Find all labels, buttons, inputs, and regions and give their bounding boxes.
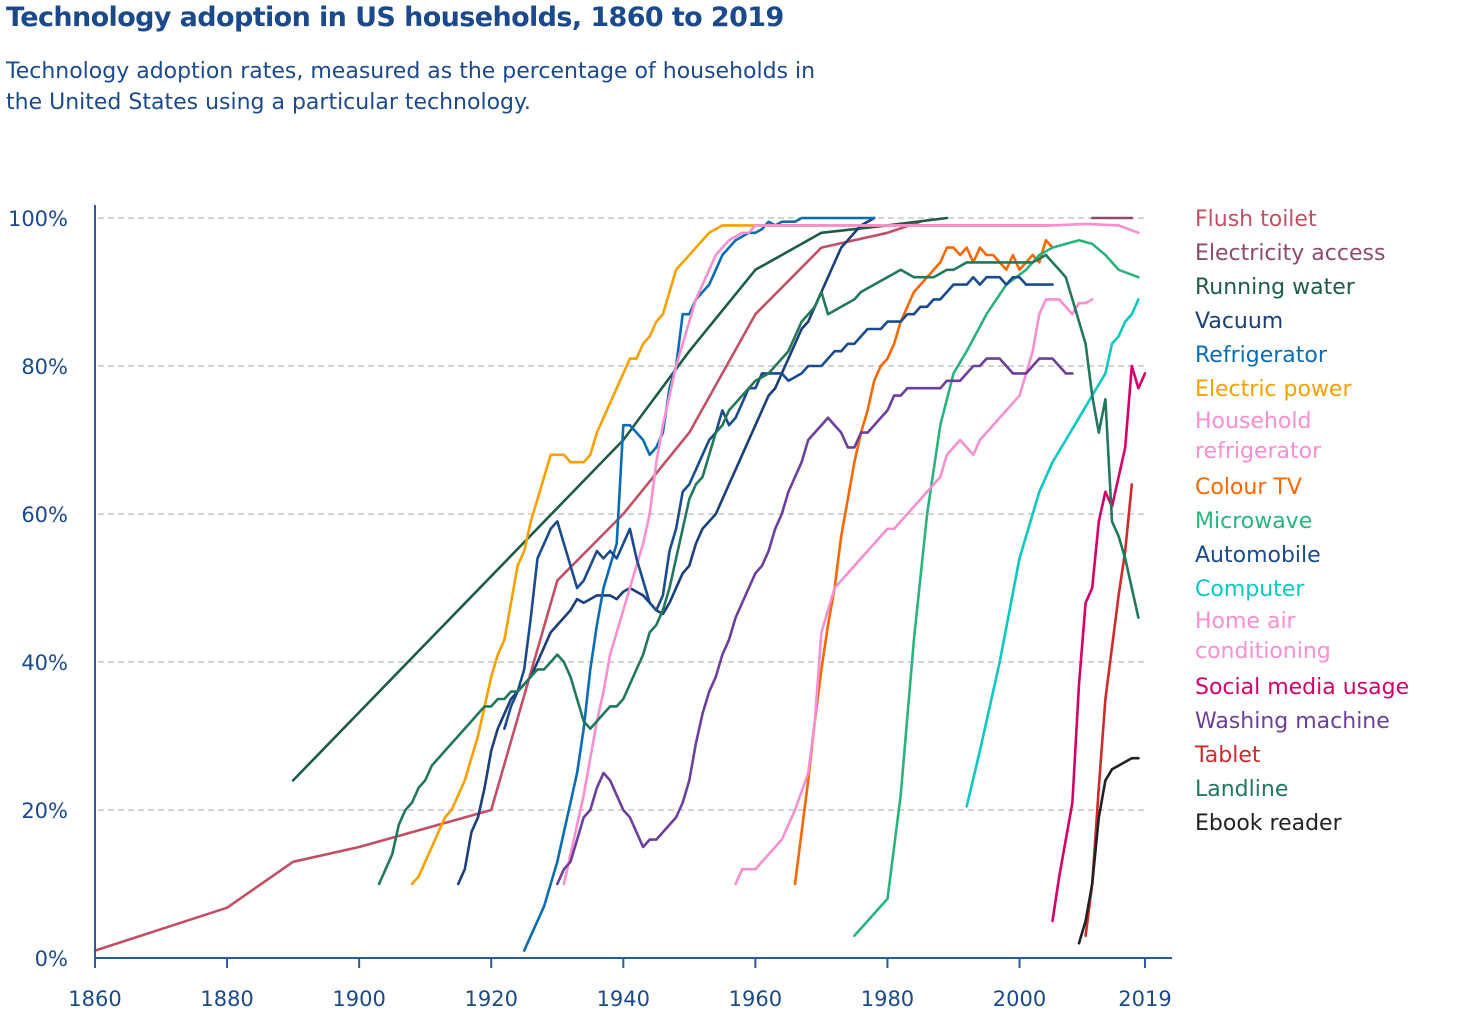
- legend-item-flush-toilet: Flush toilet: [1195, 207, 1317, 232]
- legend-item-landline: Landline: [1195, 777, 1289, 802]
- legend-item-vacuum: Vacuum: [1195, 309, 1284, 334]
- x-tick-label: 1960: [729, 987, 782, 1011]
- legend-item-ebook-reader: Ebook reader: [1195, 811, 1342, 836]
- series-home-air-conditioning: [734, 298, 1094, 886]
- legend-item-microwave: Microwave: [1195, 509, 1313, 534]
- legend: Flush toilet Electricity access Running …: [1195, 203, 1461, 841]
- legend-item-washing-machine: Washing machine: [1195, 709, 1390, 734]
- chart-title: Technology adoption in US households, 18…: [6, 2, 784, 33]
- series-electric-power: [410, 224, 1054, 886]
- legend-item-computer: Computer: [1195, 577, 1305, 602]
- series-automobile: [503, 275, 1054, 730]
- legend-item-tablet: Tablet: [1195, 743, 1261, 768]
- x-axis: 1860 1880 1900 1920 1940 1960 1980 2000 2019: [68, 957, 1172, 1011]
- x-tick-label: 1980: [861, 987, 914, 1011]
- series-microwave: [853, 238, 1140, 938]
- series-landline: [377, 253, 1140, 886]
- legend-item-social-media-usage: Social media usage: [1195, 675, 1410, 700]
- x-tick-label: 1940: [597, 987, 650, 1011]
- legend-item-electricity-access: Electricity access: [1195, 241, 1386, 266]
- series-lines: [93, 216, 1147, 952]
- x-tick-label: 2019: [1118, 987, 1171, 1011]
- legend-item-household-refrigerator: Household refrigerator: [1195, 409, 1322, 464]
- y-tick-label: 20%: [21, 799, 68, 823]
- y-tick-label: 60%: [21, 503, 68, 527]
- y-tick-label: 0%: [35, 947, 68, 971]
- legend-item-home-air-conditioning: Home air conditioning: [1195, 609, 1331, 664]
- x-tick-label: 1900: [332, 987, 385, 1011]
- series-computer: [965, 298, 1140, 808]
- series-colour-tv: [793, 238, 1054, 886]
- legend-item-colour-tv: Colour TV: [1195, 475, 1302, 500]
- legend-item-running-water: Running water: [1195, 275, 1355, 300]
- y-tick-label: 80%: [21, 355, 68, 379]
- legend-item-refrigerator: Refrigerator: [1195, 343, 1327, 368]
- x-tick-label: 1880: [200, 987, 253, 1011]
- series-household-refrigerator: [562, 222, 1140, 886]
- y-tick-label: 40%: [21, 651, 68, 675]
- series-washing-machine: [555, 357, 1074, 886]
- x-tick-label: 1920: [464, 987, 517, 1011]
- x-tick-label: 2000: [993, 987, 1046, 1011]
- x-tick-label: 1860: [68, 987, 121, 1011]
- series-flush-toilet: [93, 220, 922, 952]
- legend-item-electric-power: Electric power: [1195, 377, 1352, 402]
- chart-subtitle: Technology adoption rates, measured as t…: [6, 59, 816, 115]
- series-social-media-usage: [1051, 364, 1147, 923]
- series-vacuum: [456, 216, 876, 886]
- grid-lines: [98, 217, 1145, 811]
- y-tick-label: 100%: [8, 207, 68, 231]
- legend-item-automobile: Automobile: [1195, 543, 1321, 568]
- series-ebook-reader: [1077, 756, 1140, 945]
- series-refrigerator: [522, 216, 876, 952]
- y-axis: 0% 20% 40% 60% 80% 100%: [8, 205, 96, 971]
